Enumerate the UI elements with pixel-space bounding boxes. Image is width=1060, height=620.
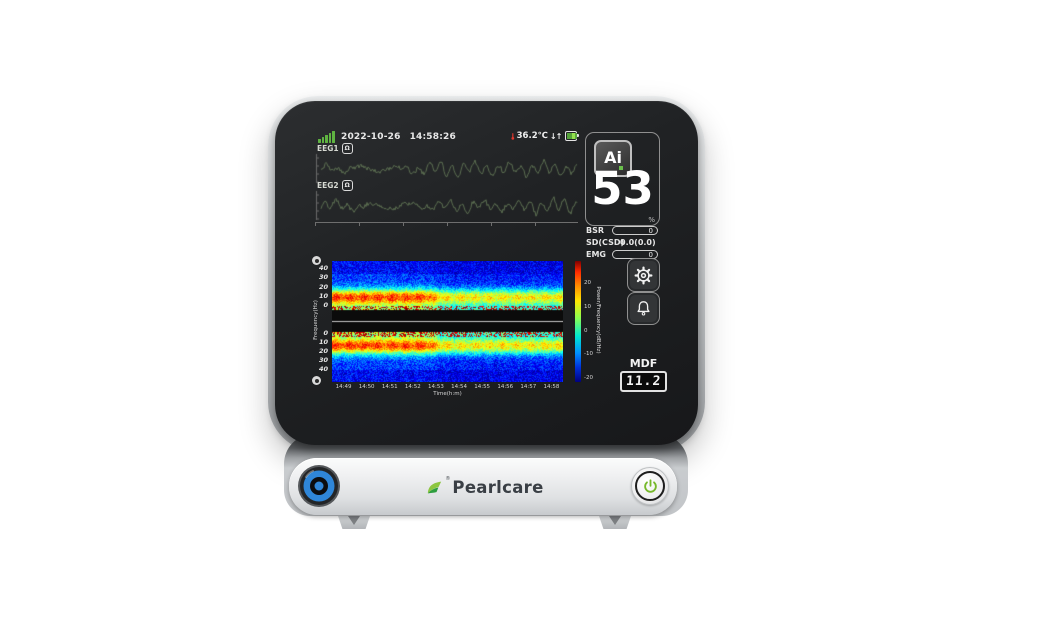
ai-index-value: 53 [591, 162, 654, 215]
device-foot-right [598, 513, 632, 529]
ai-logo-green-dot [619, 166, 623, 170]
colorbar-ticks: 20 10 0 -10 -20 [584, 280, 600, 381]
alarm-button[interactable] [627, 292, 660, 325]
screen: 2022-10-26 14:58:26 36.2℃ ↓↑ EEG1 Ω EEG2 [275, 101, 698, 445]
bsr-value-bar: 0 [612, 226, 658, 235]
ai-index-panel: Ai 53 % [585, 132, 660, 226]
emg-value: 0 [648, 250, 653, 259]
status-datetime: 2022-10-26 14:58:26 [341, 132, 456, 142]
sd-csd-label: SD(CSD) [586, 238, 625, 247]
tick-label: -10 [584, 351, 593, 358]
eeg-monitor-device: 2022-10-26 14:58:26 36.2℃ ↓↑ EEG1 Ω EEG2 [268, 94, 705, 534]
tick-label: 30 [318, 356, 328, 364]
spectrogram-yticks-top: 40 30 20 10 0 [308, 264, 328, 309]
status-time: 14:58:26 [409, 132, 456, 142]
eeg-time-axis [315, 222, 578, 226]
eeg2-label: EEG2 [317, 181, 339, 190]
power-button-ring [635, 471, 665, 501]
spectrogram-xticks: 14:49 14:50 14:51 14:52 14:53 14:54 14:55 14:56… [332, 384, 563, 391]
tick-label: 20 [318, 282, 328, 291]
mdf-value: 11.2 [625, 374, 662, 389]
emg-label: EMG [586, 250, 606, 259]
ai-index-unit: % [648, 216, 655, 224]
power-button[interactable] [631, 467, 669, 505]
tick-label: 40 [318, 365, 328, 373]
tick-label: 14:52 [404, 384, 421, 390]
tick-label: 10 [318, 338, 328, 346]
tick-label: 14:51 [381, 384, 398, 390]
ai-logo-text: Ai [604, 147, 622, 167]
front-panel: ® Pearlcare [289, 458, 677, 515]
tick-label: 0 [323, 301, 328, 309]
leaf-icon [428, 481, 442, 493]
alarm-limit-arrows-icon: ↓↑ [549, 131, 562, 141]
tick-label: 10 [584, 303, 591, 310]
tick-label: 20 [318, 347, 328, 355]
tick-label: 20 [584, 280, 591, 286]
sd-csd-value: 0.0(0.0) [620, 238, 656, 247]
sensor-port-icon [298, 465, 340, 507]
ai-logo: Ai [594, 140, 632, 177]
bell-icon [637, 301, 650, 316]
thermometer-icon [511, 132, 515, 140]
tick-label: 40 [318, 264, 328, 272]
tick-label: 30 [318, 273, 328, 282]
temperature-value: 36.2℃ [516, 131, 548, 141]
status-date: 2022-10-26 [341, 132, 401, 142]
colorbar [575, 261, 581, 382]
eeg1-label: EEG1 [317, 144, 339, 153]
brand-name: Pearlcare [452, 477, 544, 497]
tick-label: 14:50 [358, 384, 375, 390]
tick-label: 14:54 [451, 384, 467, 390]
tick-label: 0 [584, 327, 588, 334]
tick-label: 14:57 [520, 384, 537, 390]
spectrogram-yticks-bottom: 0 10 20 30 40 [308, 329, 328, 373]
brand-logo: ® Pearlcare [403, 475, 567, 499]
power-icon [643, 478, 657, 493]
mdf-label: MDF [629, 357, 658, 370]
registered-mark: ® [445, 476, 451, 482]
bsr-value: 0 [648, 226, 653, 235]
tick-label: 10 [318, 291, 328, 300]
spectrogram-heatmap [332, 261, 563, 382]
status-right-group: 36.2℃ ↓↑ [511, 129, 579, 143]
tick-label: 14:58 [543, 384, 560, 390]
eeg1-waveform [315, 152, 578, 184]
gear-icon [634, 266, 653, 284]
tick-label: 0 [323, 329, 328, 337]
device-foot-left [337, 513, 371, 529]
eeg2-waveform [315, 189, 578, 221]
tick-label: 14:53 [428, 384, 444, 390]
spectrogram-marker-icon [312, 376, 321, 385]
tick-label: 14:55 [474, 384, 491, 390]
battery-icon [565, 131, 579, 141]
tick-label: -20 [584, 375, 593, 381]
settings-button[interactable] [627, 258, 660, 292]
tick-label: 14:56 [497, 384, 514, 390]
bsr-label: BSR [586, 226, 605, 235]
spectrogram-marker-icon [312, 256, 321, 265]
signal-strength-icon [318, 129, 338, 143]
colorbar-label: Power/Frequency(dB/Hz) [595, 286, 601, 354]
time-axis-label: Time(h:m) [433, 391, 462, 397]
tick-label: 14:49 [335, 384, 352, 390]
mdf-display: 11.2 [620, 371, 667, 392]
